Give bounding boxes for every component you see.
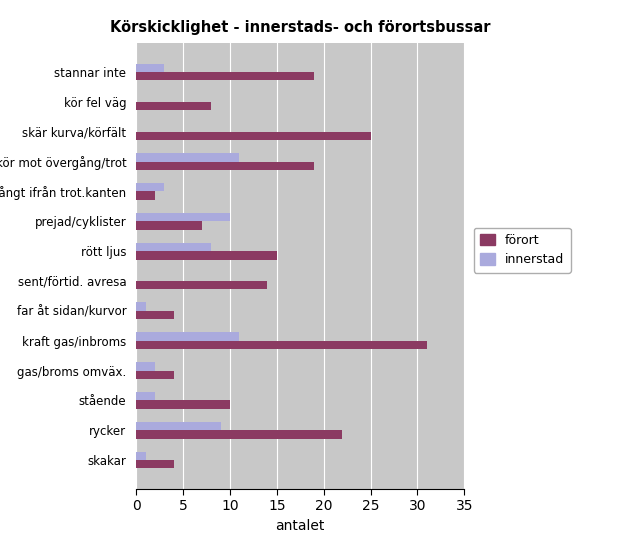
Bar [136, 332, 240, 340]
Bar [136, 243, 211, 251]
Bar [136, 222, 202, 230]
Bar [136, 213, 230, 222]
Title: Körskicklighet - innerstads- och förortsbussar: Körskicklighet - innerstads- och förorts… [110, 20, 490, 35]
Bar [136, 132, 371, 140]
Bar [136, 311, 174, 319]
Bar [136, 302, 145, 311]
Bar [136, 183, 164, 192]
Bar [136, 102, 211, 110]
Bar [136, 251, 277, 260]
Bar [136, 392, 155, 400]
Bar [136, 452, 145, 460]
Bar [136, 153, 240, 162]
Bar [136, 64, 164, 72]
Bar [136, 192, 155, 200]
Bar [136, 400, 230, 409]
Bar [136, 362, 155, 370]
Bar [136, 72, 314, 80]
Legend: förort, innerstad: förort, innerstad [474, 228, 571, 273]
Bar [136, 340, 426, 349]
Bar [136, 281, 267, 289]
X-axis label: antalet: antalet [275, 519, 325, 533]
Bar [136, 162, 314, 170]
Bar [136, 460, 174, 469]
Bar [136, 430, 342, 439]
Bar [136, 422, 220, 430]
Bar [136, 370, 174, 379]
